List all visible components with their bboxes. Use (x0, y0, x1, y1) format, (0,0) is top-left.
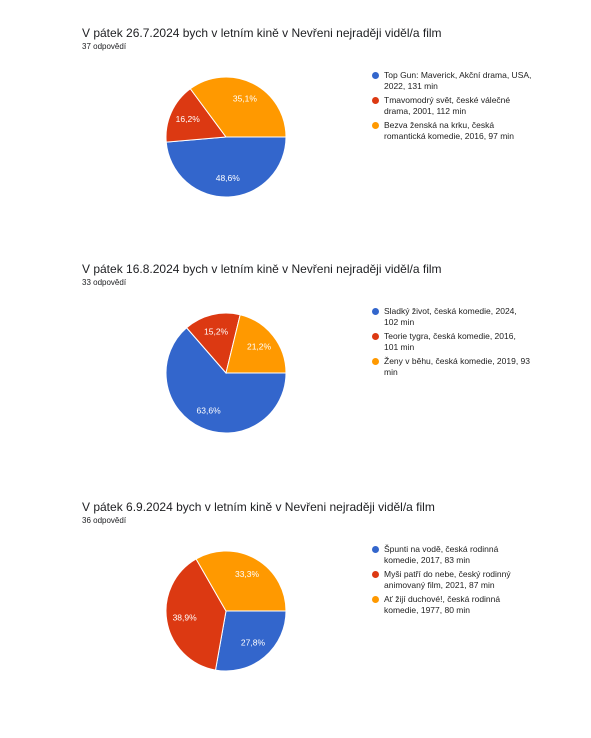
legend: Top Gun: Maverick, Akční drama, USA, 202… (372, 70, 532, 145)
pie-chart: 48,6% 16,2% 35,1% (165, 76, 287, 198)
pie-slice (189, 76, 287, 138)
slice-label: 21,2% (247, 341, 272, 351)
slice-label: 15,2% (204, 326, 229, 336)
chart-subtitle: 37 odpovědí (82, 42, 127, 51)
pie-slice (165, 558, 227, 671)
slice-label: 35,1% (233, 94, 258, 104)
legend-label: Top Gun: Maverick, Akční drama, USA, 202… (384, 70, 532, 91)
chart-block: V pátek 6.9.2024 bych v letním kině v Ne… (0, 500, 591, 738)
legend-swatch (372, 358, 379, 365)
pie-chart: 63,6% 15,2% 21,2% (165, 312, 287, 434)
legend-item: Top Gun: Maverick, Akční drama, USA, 202… (372, 70, 532, 92)
legend-swatch (372, 122, 379, 129)
legend-label: Teorie tygra, česká komedie, 2016, 101 m… (384, 331, 516, 352)
pie-slice (165, 136, 287, 198)
legend-label: Myši patří do nebe, český rodinný animov… (384, 569, 511, 590)
slice-label: 16,2% (176, 114, 201, 124)
legend-swatch (372, 97, 379, 104)
pie-slice (214, 610, 287, 672)
chart-title: V pátek 16.8.2024 bych v letním kině v N… (82, 262, 442, 276)
legend-item: Sladký život, česká komedie, 2024, 102 m… (372, 306, 532, 328)
legend-label: Sladký život, česká komedie, 2024, 102 m… (384, 306, 517, 327)
pie-slice (195, 550, 287, 612)
pie-slice (165, 327, 287, 434)
legend-swatch (372, 546, 379, 553)
legend: Špunti na vodě, česká rodinná komedie, 2… (372, 544, 532, 619)
chart-subtitle: 36 odpovědí (82, 516, 127, 525)
legend-label: Ať žijí duchové!, česká rodinná komedie,… (384, 594, 501, 615)
pie-slice (185, 312, 241, 375)
legend-label: Špunti na vodě, česká rodinná komedie, 2… (384, 544, 499, 565)
page: V pátek 26.7.2024 bych v letním kině v N… (0, 26, 591, 671)
legend-swatch (372, 333, 379, 340)
slice-label: 63,6% (197, 405, 222, 415)
legend-item: Tmavomodrý svět, české válečné drama, 20… (372, 95, 532, 117)
slice-label: 48,6% (216, 173, 241, 183)
legend-swatch (372, 308, 379, 315)
chart-subtitle: 33 odpovědí (82, 278, 127, 287)
pie-chart: 27,8% 38,9% 33,3% (165, 550, 287, 672)
legend-label: Ženy v běhu, česká komedie, 2019, 93 min (384, 356, 531, 377)
legend-item: Špunti na vodě, česká rodinná komedie, 2… (372, 544, 532, 566)
chart-block: V pátek 16.8.2024 bych v letním kině v N… (0, 262, 591, 500)
pie-slice (165, 88, 227, 143)
chart-block: V pátek 26.7.2024 bych v letním kině v N… (0, 26, 591, 264)
legend-swatch (372, 596, 379, 603)
legend-label: Tmavomodrý svět, české válečné drama, 20… (384, 95, 511, 116)
slice-label: 27,8% (241, 637, 266, 647)
chart-title: V pátek 26.7.2024 bych v letním kině v N… (82, 26, 442, 40)
slice-label: 33,3% (235, 569, 260, 579)
chart-title: V pátek 6.9.2024 bych v letním kině v Ne… (82, 500, 435, 514)
legend-item: Bezva ženská na krku, česká romantická k… (372, 120, 532, 142)
pie-slice (225, 314, 287, 374)
slice-label: 38,9% (173, 612, 198, 622)
legend-label: Bezva ženská na krku, česká romantická k… (384, 120, 514, 141)
legend: Sladký život, česká komedie, 2024, 102 m… (372, 306, 532, 381)
legend-swatch (372, 72, 379, 79)
legend-item: Ať žijí duchové!, česká rodinná komedie,… (372, 594, 532, 616)
legend-swatch (372, 571, 379, 578)
legend-item: Teorie tygra, česká komedie, 2016, 101 m… (372, 331, 532, 353)
legend-item: Myši patří do nebe, český rodinný animov… (372, 569, 532, 591)
legend-item: Ženy v běhu, česká komedie, 2019, 93 min (372, 356, 532, 378)
